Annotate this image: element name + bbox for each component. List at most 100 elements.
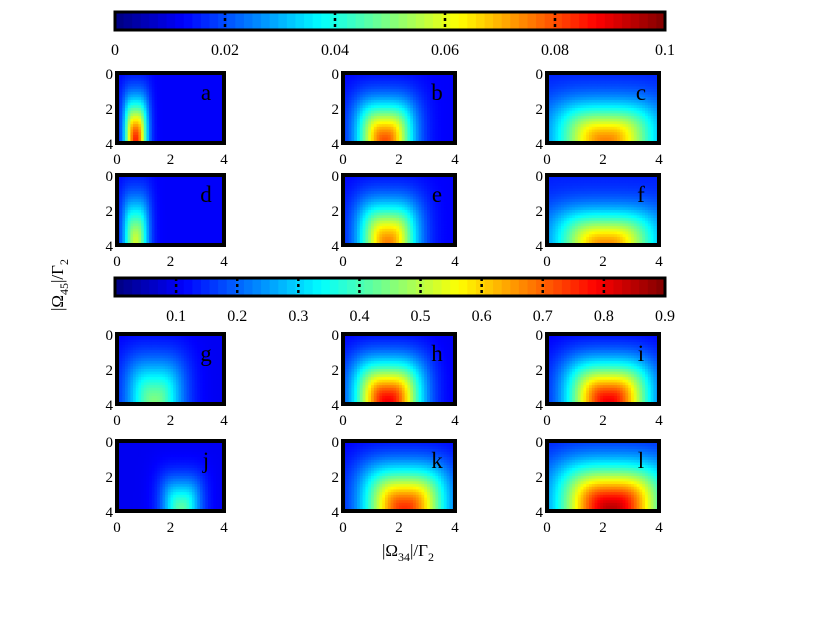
heatmap-cell: [404, 113, 408, 117]
heatmap-cell: [154, 81, 158, 85]
heatmap-cell: [373, 105, 378, 109]
heatmap-cell: [199, 89, 204, 93]
colorbar-swatch: [243, 278, 254, 296]
heatmap-cell: [154, 124, 158, 128]
heatmap-cell: [173, 91, 177, 96]
colorbar-swatch: [579, 12, 589, 30]
heatmap-cell: [449, 94, 453, 98]
heatmap-cell: [183, 83, 188, 87]
heatmap-cell: [396, 78, 400, 82]
heatmap-cell: [173, 75, 177, 79]
heatmap-cell: [379, 116, 383, 120]
heatmap-cell: [218, 124, 222, 128]
heatmap-cell: [351, 105, 355, 109]
heatmap-cell: [376, 137, 380, 141]
heatmap-cell: [359, 137, 364, 141]
heatmap-cell: [401, 86, 406, 90]
colorbar-swatch: [140, 12, 150, 30]
heatmap-cell: [162, 89, 166, 93]
heatmap-cell: [376, 102, 380, 106]
heatmap-cell: [175, 81, 180, 85]
heatmap-cell: [173, 86, 177, 90]
heatmap-cell: [379, 124, 383, 128]
heatmap-cell: [376, 75, 380, 79]
heatmap-cell: [157, 137, 161, 141]
heatmap-cell: [165, 129, 169, 133]
heatmap-cell: [173, 124, 177, 128]
heatmap-cell: [348, 118, 352, 122]
heatmap-cell: [418, 102, 422, 106]
heatmap-cell: [362, 99, 366, 104]
heatmap-cell: [122, 132, 126, 136]
heatmap-cell: [387, 134, 392, 139]
heatmap-cell: [141, 83, 145, 87]
heatmap-cell: [146, 121, 150, 125]
colorbar-swatch: [364, 12, 374, 30]
heatmap-cell: [407, 94, 411, 98]
heatmap-cell: [154, 113, 158, 117]
heatmap-cell: [365, 99, 369, 104]
heatmap-cell: [359, 99, 364, 104]
heatmap-cell: [202, 129, 206, 133]
heatmap-cell: [135, 83, 139, 87]
colorbar-swatch: [321, 278, 331, 296]
heatmap-cell: [133, 118, 137, 122]
heatmap-cell: [351, 86, 355, 90]
heatmap-cell: [393, 108, 397, 112]
heatmap-cell: [167, 99, 171, 104]
heatmap-cell: [218, 116, 222, 120]
heatmap-cell: [146, 81, 150, 85]
heatmap-cell: [186, 118, 190, 122]
heatmap-cell: [215, 105, 220, 109]
heatmap-cell: [189, 121, 193, 125]
heatmap-cell: [345, 113, 350, 117]
heatmap-cell: [365, 110, 369, 114]
panel-label: c: [636, 80, 646, 105]
heatmap-cell: [130, 134, 134, 139]
heatmap-cell: [449, 105, 453, 109]
heatmap-cell: [421, 124, 425, 128]
heatmap-cell: [130, 113, 134, 117]
heatmap-cell: [424, 102, 428, 106]
heatmap-cell: [435, 116, 439, 120]
heatmap-cell: [354, 108, 358, 112]
colorbar-swatch: [295, 278, 305, 296]
heatmap-cell: [443, 110, 448, 114]
x-tick-label: 2: [599, 152, 607, 168]
heatmap-cell: [438, 83, 442, 87]
heatmap-cell: [385, 121, 389, 125]
heatmap-cell: [178, 110, 182, 114]
heatmap-cell: [213, 126, 217, 131]
heatmap-cell: [157, 134, 161, 139]
heatmap-cell: [165, 124, 169, 128]
heatmap-cell: [122, 94, 126, 98]
heatmap-cell: [348, 113, 352, 117]
heatmap-cell: [191, 83, 196, 87]
heatmap-cell: [443, 121, 448, 125]
heatmap-cell: [441, 116, 445, 120]
heatmap-cell: [119, 75, 123, 79]
heatmap-cell: [119, 102, 123, 106]
heatmap-cell: [170, 121, 174, 125]
heatmap-cell: [410, 83, 414, 87]
heatmap-cell: [443, 126, 448, 131]
colorbar-swatch: [604, 12, 615, 30]
colorbar-swatch: [613, 278, 623, 296]
heatmap-cell: [119, 121, 123, 125]
heatmap-cell: [210, 99, 214, 104]
heatmap-cell: [569, 81, 573, 85]
heatmap-cell: [413, 137, 417, 141]
heatmap-cell: [207, 97, 212, 101]
heatmap-cell: [446, 121, 450, 125]
heatmap-cell: [205, 118, 209, 122]
heatmap-cell: [357, 81, 361, 85]
heatmap-cell: [141, 121, 145, 125]
heatmap-cell: [162, 126, 166, 131]
heatmap-cell: [170, 134, 174, 139]
heatmap-cell: [154, 102, 158, 106]
heatmap-cell: [348, 116, 352, 120]
heatmap-cell: [138, 94, 142, 98]
colorbar-swatch: [132, 12, 142, 30]
heatmap-cell: [159, 108, 163, 112]
heatmap-cell: [154, 129, 158, 133]
